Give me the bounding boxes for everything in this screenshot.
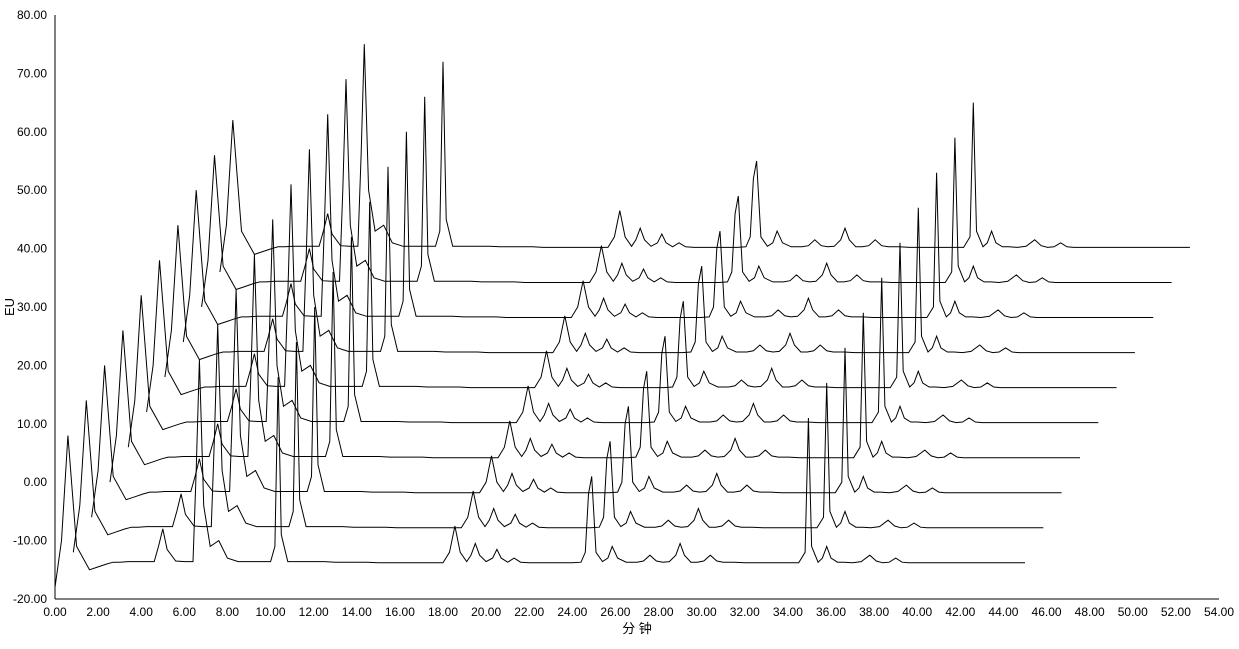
chromatogram-trace <box>128 219 1098 447</box>
x-tick-label: 28.00 <box>644 605 674 619</box>
x-tick-label: 22.00 <box>514 605 544 619</box>
chromatogram-trace <box>220 44 1190 272</box>
x-tick-label: 10.00 <box>256 605 286 619</box>
x-tick-label: 42.00 <box>945 605 975 619</box>
x-tick-label: 26.00 <box>600 605 630 619</box>
x-tick-label: 18.00 <box>428 605 458 619</box>
x-tick-label: 4.00 <box>130 605 154 619</box>
x-tick-label: 24.00 <box>557 605 587 619</box>
chromatogram-chart: -20.00 -10.00 0.00 10.00 20.00 30.00 40.00 50.0… <box>0 0 1239 649</box>
x-tick-label: 20.00 <box>471 605 501 619</box>
x-tick-label: 52.00 <box>1161 605 1191 619</box>
y-tick-label: 10.00 <box>17 417 47 431</box>
x-tick-label: 36.00 <box>816 605 846 619</box>
x-tick-label: 14.00 <box>342 605 372 619</box>
y-tick-label: 40.00 <box>17 242 47 256</box>
x-tick-label: 54.00 <box>1204 605 1234 619</box>
y-tick-label: -10.00 <box>13 534 47 548</box>
x-axis-label: 分 钟 <box>622 621 652 636</box>
x-tick-label: 30.00 <box>687 605 717 619</box>
x-tick-label: 8.00 <box>216 605 240 619</box>
traces-group <box>55 44 1190 587</box>
y-tick-label: -20.00 <box>13 592 47 606</box>
x-tick-label: 0.00 <box>43 605 67 619</box>
chromatogram-trace <box>147 184 1117 412</box>
y-tick-label: 0.00 <box>24 475 48 489</box>
y-axis: -20.00 -10.00 0.00 10.00 20.00 30.00 40.00 50.0… <box>13 8 55 606</box>
x-tick-label: 44.00 <box>988 605 1018 619</box>
chromatogram-trace <box>165 149 1135 377</box>
x-tick-label: 12.00 <box>299 605 329 619</box>
x-tick-label: 40.00 <box>902 605 932 619</box>
chromatogram-trace <box>202 79 1172 307</box>
y-tick-label: 60.00 <box>17 125 47 139</box>
y-tick-label: 30.00 <box>17 300 47 314</box>
chromatogram-trace <box>55 360 1025 588</box>
chromatogram-trace <box>183 114 1153 342</box>
chromatogram-trace <box>92 290 1062 518</box>
y-axis-label: EU <box>2 298 17 316</box>
x-tick-label: 34.00 <box>773 605 803 619</box>
y-tick-label: 70.00 <box>17 66 47 80</box>
x-tick-label: 16.00 <box>385 605 415 619</box>
x-tick-label: 48.00 <box>1075 605 1105 619</box>
x-tick-label: 46.00 <box>1032 605 1062 619</box>
x-tick-label: 50.00 <box>1118 605 1148 619</box>
y-tick-label: 80.00 <box>17 8 47 22</box>
y-tick-label: 20.00 <box>17 358 47 372</box>
x-tick-label: 6.00 <box>173 605 197 619</box>
chart-svg: -20.00 -10.00 0.00 10.00 20.00 30.00 40.00 50.0… <box>0 0 1239 649</box>
chromatogram-trace <box>73 325 1043 553</box>
chromatogram-trace <box>110 254 1080 482</box>
x-axis: 0.00 2.00 4.00 6.00 8.00 10.00 12.00 14.00 16.00… <box>43 599 1234 619</box>
x-tick-label: 2.00 <box>86 605 110 619</box>
x-tick-label: 32.00 <box>730 605 760 619</box>
y-tick-label: 50.00 <box>17 183 47 197</box>
x-tick-label: 38.00 <box>859 605 889 619</box>
